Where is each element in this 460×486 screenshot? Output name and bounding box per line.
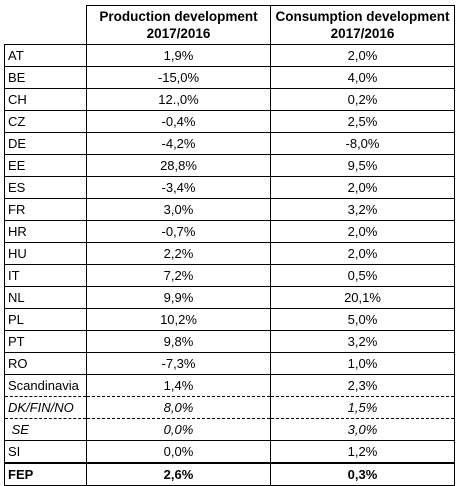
table-row: BE -15,0% 4,0% xyxy=(4,66,455,89)
production-cell: 8,0% xyxy=(86,396,271,419)
consumption-cell: 2,5% xyxy=(270,110,455,133)
production-cell: 3,0% xyxy=(86,198,271,221)
country-cell: DK/FIN/NO xyxy=(4,396,87,419)
table-row: SE 0,0% 3,0% xyxy=(4,418,455,441)
header-consumption-line1: Consumption development xyxy=(275,9,450,24)
header-production-line1: Production development xyxy=(99,9,258,24)
consumption-cell: 5,0% xyxy=(270,308,455,331)
table-row: CZ -0,4% 2,5% xyxy=(4,110,455,133)
table-row: HR -0,7% 2,0% xyxy=(4,220,455,243)
production-cell: -4,2% xyxy=(86,132,271,155)
production-cell: 2,6% xyxy=(86,462,271,486)
table-row-total: FEP 2,6% 0,3% xyxy=(4,462,455,486)
table-row: SI 0,0% 1,2% xyxy=(4,440,455,464)
country-cell: ES xyxy=(4,176,87,199)
header-consumption-line2: 2017/2016 xyxy=(330,26,395,41)
consumption-cell: 2,0% xyxy=(270,44,455,67)
production-cell: 2,2% xyxy=(86,242,271,265)
country-cell: FEP xyxy=(4,462,87,486)
table-row: FR 3,0% 3,2% xyxy=(4,198,455,221)
production-cell: -0,7% xyxy=(86,220,271,243)
header-production: Production development 2017/2016 xyxy=(86,5,271,45)
consumption-cell: -8,0% xyxy=(270,132,455,155)
table-row: AT 1,9% 2,0% xyxy=(4,44,455,67)
table-row: HU 2,2% 2,0% xyxy=(4,242,455,265)
country-cell: EE xyxy=(4,154,87,177)
consumption-cell: 1,0% xyxy=(270,352,455,375)
country-cell: RO xyxy=(4,352,87,375)
table-row: CH 12.,0% 0,2% xyxy=(4,88,455,111)
production-cell: -7,3% xyxy=(86,352,271,375)
production-cell: -0,4% xyxy=(86,110,271,133)
country-cell: HU xyxy=(4,242,87,265)
header-corner xyxy=(4,5,87,45)
production-consumption-table: Production development 2017/2016 Consump… xyxy=(4,5,455,486)
consumption-cell: 1,2% xyxy=(270,440,455,464)
table-row: DE -4,2% -8,0% xyxy=(4,132,455,155)
production-cell: 12.,0% xyxy=(86,88,271,111)
country-cell: IT xyxy=(4,264,87,287)
consumption-cell: 3,0% xyxy=(270,418,455,441)
production-cell: 28,8% xyxy=(86,154,271,177)
production-cell: 7,2% xyxy=(86,264,271,287)
consumption-cell: 0,2% xyxy=(270,88,455,111)
consumption-cell: 1,5% xyxy=(270,396,455,419)
country-cell: DE xyxy=(4,132,87,155)
consumption-cell: 2,3% xyxy=(270,374,455,397)
production-cell: 10,2% xyxy=(86,308,271,331)
table-row: RO -7,3% 1,0% xyxy=(4,352,455,375)
production-cell: 9,9% xyxy=(86,286,271,309)
consumption-cell: 2,0% xyxy=(270,176,455,199)
consumption-cell: 2,0% xyxy=(270,220,455,243)
country-cell: HR xyxy=(4,220,87,243)
table-row: ES -3,4% 2,0% xyxy=(4,176,455,199)
country-cell: SI xyxy=(4,440,87,464)
country-cell: AT xyxy=(4,44,87,67)
table-row: Scandinavia 1,4% 2,3% xyxy=(4,374,455,397)
production-cell: 0,0% xyxy=(86,440,271,464)
country-cell: Scandinavia xyxy=(4,374,87,397)
country-cell: BE xyxy=(4,66,87,89)
production-cell: -15,0% xyxy=(86,66,271,89)
consumption-cell: 20,1% xyxy=(270,286,455,309)
table-row: NL 9,9% 20,1% xyxy=(4,286,455,309)
consumption-cell: 3,2% xyxy=(270,330,455,353)
header-production-line2: 2017/2016 xyxy=(146,26,211,41)
header-consumption: Consumption development 2017/2016 xyxy=(270,5,455,45)
country-cell: PT xyxy=(4,330,87,353)
table-row: EE 28,8% 9,5% xyxy=(4,154,455,177)
country-cell: FR xyxy=(4,198,87,221)
consumption-cell: 2,0% xyxy=(270,242,455,265)
table-row: IT 7,2% 0,5% xyxy=(4,264,455,287)
country-cell: CH xyxy=(4,88,87,111)
consumption-cell: 4,0% xyxy=(270,66,455,89)
consumption-cell: 9,5% xyxy=(270,154,455,177)
production-cell: 1,9% xyxy=(86,44,271,67)
consumption-cell: 0,5% xyxy=(270,264,455,287)
production-cell: 0,0% xyxy=(86,418,271,441)
consumption-cell: 0,3% xyxy=(270,462,455,486)
header-row: Production development 2017/2016 Consump… xyxy=(4,5,455,45)
consumption-cell: 3,2% xyxy=(270,198,455,221)
country-cell: SE xyxy=(4,418,87,441)
country-cell: PL xyxy=(4,308,87,331)
production-cell: -3,4% xyxy=(86,176,271,199)
table-row: PL 10,2% 5,0% xyxy=(4,308,455,331)
production-cell: 9,8% xyxy=(86,330,271,353)
production-cell: 1,4% xyxy=(86,374,271,397)
country-cell: NL xyxy=(4,286,87,309)
country-cell: CZ xyxy=(4,110,87,133)
table-row: PT 9,8% 3,2% xyxy=(4,330,455,353)
table-row: DK/FIN/NO 8,0% 1,5% xyxy=(4,396,455,419)
